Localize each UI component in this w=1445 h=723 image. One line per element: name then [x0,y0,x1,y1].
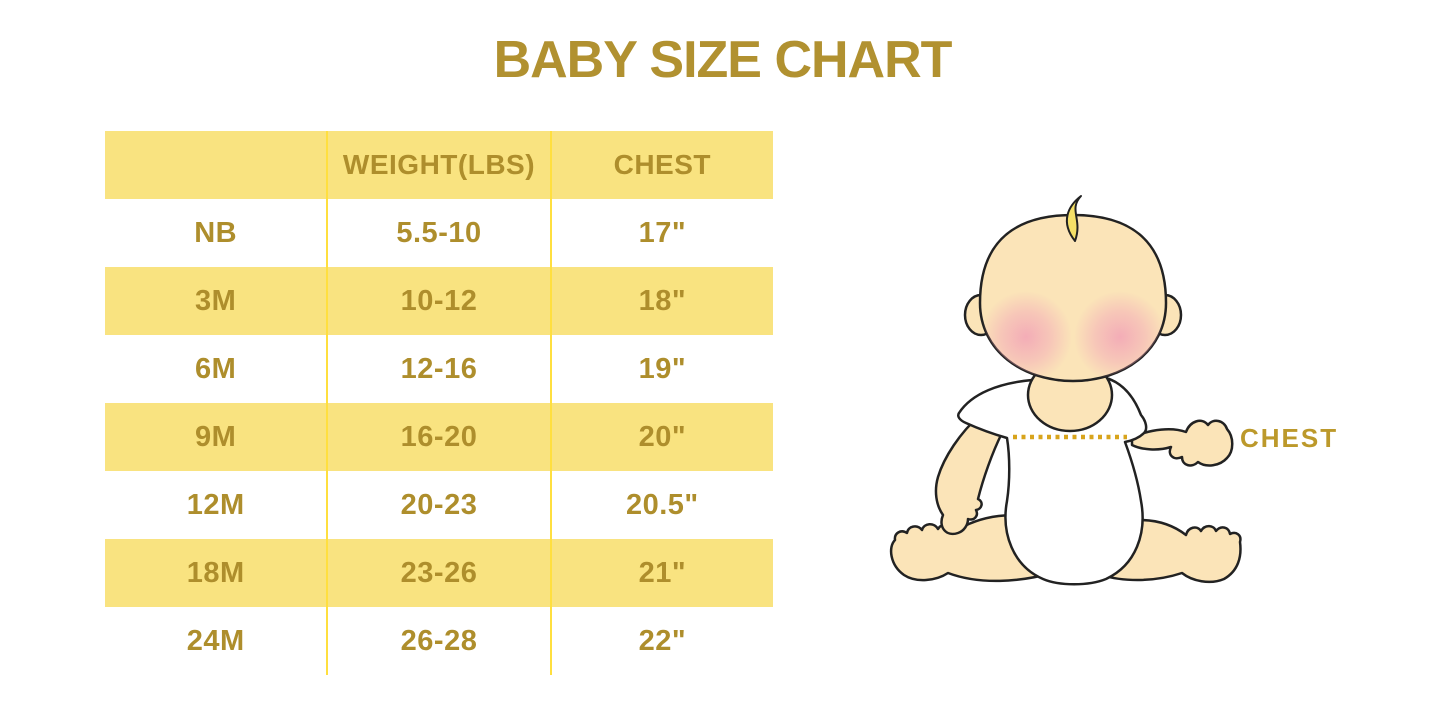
chest-measure-label: CHEST [1240,423,1339,453]
weight-cell: 23-26 [326,539,549,607]
table-row: 3M 10-12 18" [105,267,773,335]
table-row: 6M 12-16 19" [105,335,773,403]
chest-cell: 21" [549,539,773,607]
size-cell: 6M [195,352,237,385]
table-row: 9M 16-20 20" [105,403,773,471]
chest-cell: 20.5" [549,471,773,539]
size-cell: 18M [186,556,245,589]
baby-left-arm [934,413,1004,536]
weight-cell: 20-23 [326,471,549,539]
chest-cell: 18" [549,267,773,335]
weight-cell: 16-20 [326,403,549,471]
header-cell-size [105,131,326,199]
chest-cell: 17" [549,199,773,267]
size-table: WEIGHT(LBS) CHEST NB 5.5-10 17" 3M 10-12… [105,131,773,675]
baby-hair-curl [1065,195,1082,242]
weight-cell: 5.5-10 [326,199,549,267]
weight-cell: 12-16 [326,335,549,403]
size-cell: 9M [195,420,237,453]
table-header-row: WEIGHT(LBS) CHEST [105,131,773,199]
table-row: 24M 26-28 22" [105,607,773,675]
header-cell-chest: CHEST [549,131,773,199]
baby-illustration [880,185,1345,635]
baby-illustration-svg [889,195,1242,586]
chest-cell: 19" [549,335,773,403]
weight-cell: 10-12 [326,267,549,335]
baby-right-arm-fist [1130,419,1234,467]
chest-cell: 22" [549,607,773,675]
page-title: BABY SIZE CHART [493,31,953,89]
header-cell-weight: WEIGHT(LBS) [326,131,549,199]
size-cell: 24M [186,624,245,657]
size-cell: 12M [186,488,245,521]
table-row: NB 5.5-10 17" [105,199,773,267]
weight-cell: 26-28 [326,607,549,675]
size-cell: NB [194,216,238,249]
chest-cell: 20" [549,403,773,471]
size-cell: 3M [195,284,237,317]
table-row: 12M 20-23 20.5" [105,471,773,539]
table-row: 18M 23-26 21" [105,539,773,607]
